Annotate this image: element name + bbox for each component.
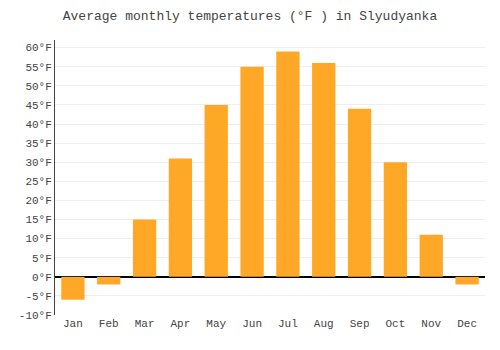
svg-text:Dec: Dec	[457, 318, 477, 330]
svg-text:-5°F: -5°F	[25, 291, 51, 303]
svg-text:55°F: 55°F	[25, 62, 51, 74]
svg-text:Aug: Aug	[314, 318, 334, 330]
svg-text:Feb: Feb	[99, 318, 119, 330]
svg-text:Jul: Jul	[278, 318, 298, 330]
svg-text:50°F: 50°F	[25, 81, 51, 93]
svg-text:Oct: Oct	[386, 318, 406, 330]
svg-text:Nov: Nov	[421, 318, 441, 330]
svg-text:Sep: Sep	[350, 318, 370, 330]
svg-text:10°F: 10°F	[25, 233, 51, 245]
svg-text:35°F: 35°F	[25, 138, 51, 150]
svg-text:0°F: 0°F	[32, 272, 52, 284]
svg-text:-10°F: -10°F	[19, 310, 52, 322]
svg-text:Apr: Apr	[171, 318, 191, 330]
svg-text:Mar: Mar	[135, 318, 155, 330]
svg-text:60°F: 60°F	[25, 42, 51, 54]
svg-text:25°F: 25°F	[25, 176, 51, 188]
svg-text:20°F: 20°F	[25, 195, 51, 207]
svg-text:45°F: 45°F	[25, 100, 51, 112]
svg-text:Average monthly temperatures (: Average monthly temperatures (°F ) in Sl…	[63, 9, 438, 24]
svg-text:May: May	[206, 318, 226, 330]
svg-text:40°F: 40°F	[25, 119, 51, 131]
svg-text:30°F: 30°F	[25, 157, 51, 169]
svg-text:15°F: 15°F	[25, 214, 51, 226]
svg-text:5°F: 5°F	[32, 253, 52, 265]
svg-text:Jun: Jun	[242, 318, 262, 330]
svg-text:Jan: Jan	[63, 318, 83, 330]
